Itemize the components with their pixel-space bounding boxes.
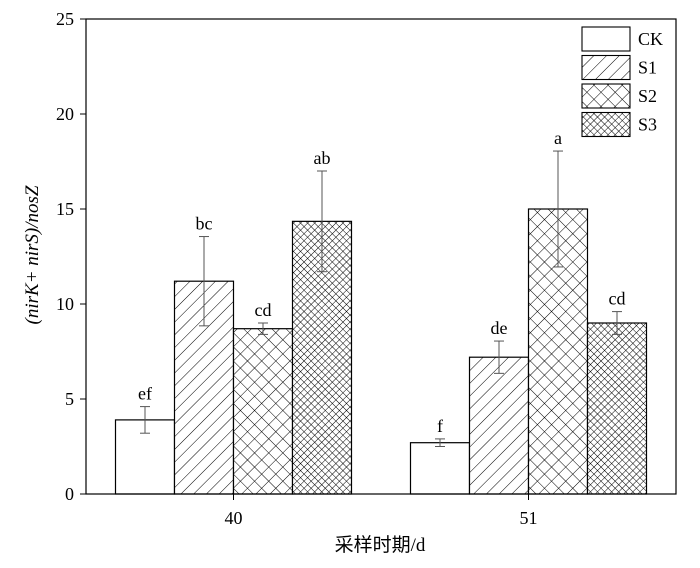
y-tick-label: 20	[56, 104, 74, 124]
x-axis-label: 采样时期/d	[335, 534, 426, 556]
significance-label: f	[437, 416, 443, 436]
bar-s2-40	[232, 328, 294, 495]
legend-label-ck: CK	[638, 29, 663, 49]
plot-border	[85, 18, 677, 495]
significance-label: ab	[314, 148, 331, 168]
y-tick-label: 5	[65, 389, 74, 409]
y-axis-label: (nirK+ nirS)/nosZ	[22, 185, 43, 324]
bars-group: ef bc cd ab f de a cd	[114, 128, 648, 495]
significance-label: de	[491, 318, 508, 338]
legend: CK S1 S2 S3	[581, 26, 663, 138]
legend-swatch-s3	[581, 111, 631, 138]
legend-label-s2: S2	[638, 86, 657, 106]
y-tick-label: 0	[65, 484, 74, 504]
x-tick-label: 40	[225, 508, 243, 528]
legend-label-s3: S3	[638, 115, 657, 135]
y-tick-label: 15	[56, 199, 74, 219]
legend-swatch-ck	[581, 26, 631, 52]
significance-label: cd	[255, 300, 272, 320]
legend-swatch-s1	[581, 54, 631, 81]
axis-ticks: 0 5 10 15 20 25 40 51	[56, 9, 538, 528]
y-tick-label: 10	[56, 294, 74, 314]
y-tick-label: 25	[56, 9, 74, 29]
bar-s3-51	[586, 322, 648, 495]
significance-label: a	[554, 128, 562, 148]
plot-frame	[85, 18, 677, 495]
significance-label: bc	[196, 214, 213, 234]
significance-label: cd	[609, 289, 626, 309]
bar-ck-51	[409, 442, 471, 495]
x-tick-label: 51	[520, 508, 538, 528]
bar-s1-51	[468, 356, 530, 495]
significance-label: ef	[138, 384, 152, 404]
legend-swatch-s2	[581, 83, 631, 109]
legend-label-s1: S1	[638, 58, 657, 78]
